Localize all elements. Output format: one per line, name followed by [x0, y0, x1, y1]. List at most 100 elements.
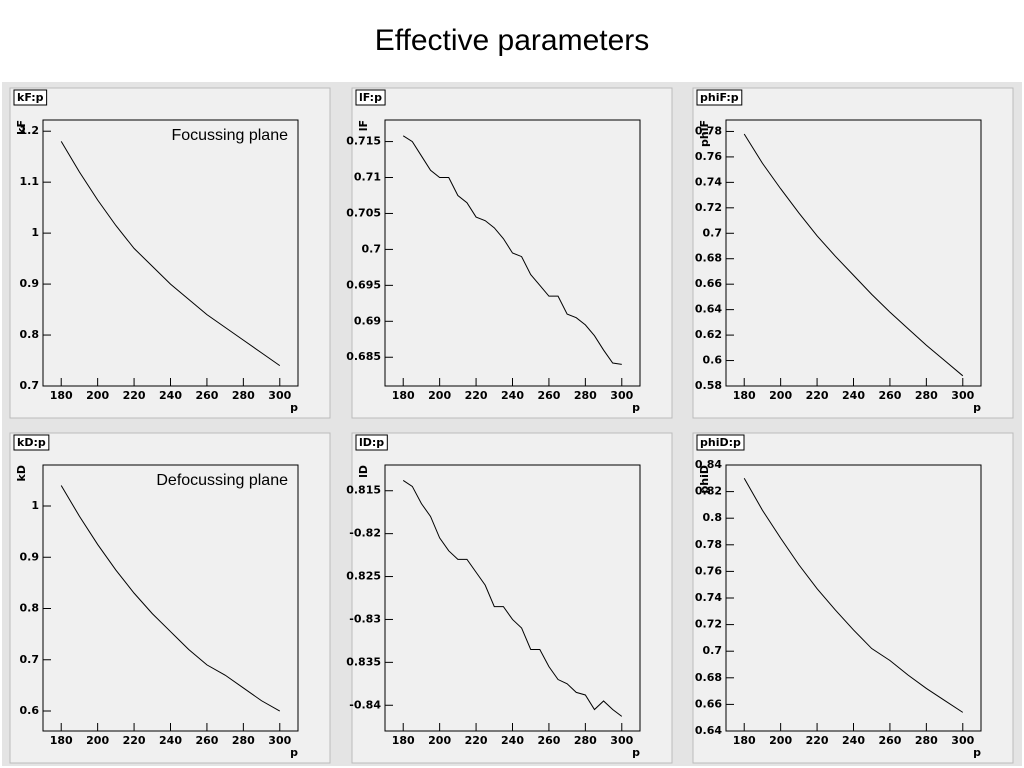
x-axis-label: p — [973, 401, 981, 414]
y-tick-label: -0.83 — [349, 612, 381, 625]
data-line — [402, 135, 622, 365]
y-tick-label: 0.78 — [695, 124, 722, 137]
x-axis-label: p — [632, 401, 640, 414]
y-tick-label: 1.1 — [20, 175, 40, 188]
x-tick-label: 180 — [50, 389, 73, 402]
x-axis-label: p — [973, 746, 981, 759]
x-tick-label: 240 — [159, 389, 182, 402]
x-tick-label: 300 — [951, 734, 974, 747]
x-axis-label: p — [632, 746, 640, 759]
y-tick-label: 0.6 — [703, 354, 723, 367]
y-tick-label: 0.715 — [346, 135, 381, 148]
panel-title-box — [13, 89, 48, 106]
x-tick-label: 300 — [268, 389, 291, 402]
x-tick-label: 280 — [232, 389, 255, 402]
x-tick-label: 220 — [806, 734, 829, 747]
x-tick-label: 260 — [878, 734, 901, 747]
x-tick-label: 240 — [501, 389, 524, 402]
y-tick-label: 0.815 — [346, 484, 381, 497]
x-tick-label: 200 — [769, 734, 792, 747]
x-tick-label: 200 — [86, 389, 109, 402]
y-tick-label: 0.69 — [354, 314, 381, 327]
y-tick-label: 0.7 — [362, 242, 382, 255]
x-tick-label: 300 — [610, 734, 633, 747]
y-tick-label: 0.64 — [695, 303, 722, 316]
chart-panel: kD:p 180 200 220 240 260 280 300 0.6 0.7 0.8 0.9 1 p k… — [9, 432, 331, 764]
y-tick-label: 0.58 — [695, 379, 722, 392]
y-tick-label: 0.695 — [346, 278, 381, 291]
chart-panel: phiF:p 180 200 220 240 260 280 300 0.58 0.6 0.62 0.… — [692, 87, 1014, 419]
panel-title: lF:p — [359, 91, 382, 104]
x-tick-label: 200 — [769, 389, 792, 402]
data-line — [743, 133, 964, 377]
plot-area — [42, 464, 299, 732]
y-tick-label: 0.68 — [695, 671, 722, 684]
y-axis-label: kD — [15, 465, 28, 481]
panel-title: lD:p — [359, 436, 384, 449]
y-tick-label: 0.84 — [695, 458, 722, 471]
y-tick-label: 0.78 — [695, 538, 722, 551]
plot-area — [42, 119, 299, 387]
y-tick-label: 0.8 — [703, 511, 723, 524]
y-tick-label: 0.72 — [695, 201, 722, 214]
y-tick-label: -0.84 — [349, 698, 381, 711]
y-axis-label: lD — [357, 465, 370, 478]
x-tick-label: 240 — [159, 734, 182, 747]
y-tick-label: 1 — [31, 226, 39, 239]
x-tick-label: 260 — [537, 734, 560, 747]
x-tick-label: 260 — [878, 389, 901, 402]
y-tick-label: 0.68 — [695, 252, 722, 265]
data-line — [402, 480, 623, 717]
y-tick-label: 0.66 — [695, 697, 722, 710]
y-tick-label: 0.74 — [695, 591, 722, 604]
y-tick-label: 0.8 — [20, 328, 40, 341]
x-tick-label: 180 — [392, 734, 415, 747]
panel-title-box — [355, 434, 388, 451]
x-tick-label: 200 — [428, 734, 451, 747]
y-tick-label: 0.64 — [695, 724, 722, 737]
x-tick-label: 180 — [733, 734, 756, 747]
y-tick-label: 0.72 — [695, 618, 722, 631]
panel-title-box — [13, 434, 50, 451]
panel-title: kF:p — [17, 91, 44, 104]
chart-panel: phiD:p 180 200 220 240 260 280 300 0.64 0.66 0.68 0… — [692, 432, 1014, 764]
y-axis-label: lF — [357, 120, 370, 131]
x-tick-label: 220 — [465, 734, 488, 747]
y-tick-label: 1 — [31, 499, 39, 512]
y-tick-label: 0.6 — [20, 704, 40, 717]
x-tick-label: 180 — [392, 389, 415, 402]
panel-title: phiF:p — [700, 91, 739, 104]
y-tick-label: 0.76 — [695, 564, 722, 577]
x-tick-label: 280 — [915, 734, 938, 747]
slide-title: Effective parameters — [375, 24, 650, 57]
data-line — [743, 478, 964, 713]
y-tick-label: 0.76 — [695, 150, 722, 163]
y-tick-label: 0.71 — [354, 171, 381, 184]
x-tick-label: 260 — [195, 734, 218, 747]
plane-annotation: Defocussing plane — [156, 472, 288, 489]
panel-title-box — [355, 89, 386, 106]
y-tick-label: 0.9 — [20, 550, 40, 563]
chart-panel: lD:p 180 200 220 240 260 280 300 0.815 -0.82 0.825… — [346, 432, 673, 764]
plane-annotation: Focussing plane — [171, 127, 288, 144]
data-line — [60, 485, 281, 712]
x-tick-label: 240 — [842, 734, 865, 747]
x-tick-label: 220 — [806, 389, 829, 402]
y-axis-label: kF — [15, 120, 28, 135]
y-tick-label: 0.8 — [20, 602, 40, 615]
x-tick-label: 280 — [574, 389, 597, 402]
x-tick-label: 300 — [951, 389, 974, 402]
y-tick-label: -0.82 — [349, 527, 381, 540]
x-tick-label: 220 — [123, 389, 146, 402]
y-tick-label: 0.705 — [346, 206, 381, 219]
x-tick-label: 260 — [537, 389, 560, 402]
x-axis-label: p — [290, 401, 298, 414]
x-tick-label: 280 — [232, 734, 255, 747]
chart-panel: kF:p 180 200 220 240 260 280 300 0.7 0.8 0.9 1 1.1 1.… — [9, 87, 331, 419]
y-axis-label: phiF — [698, 120, 711, 147]
x-tick-label: 280 — [574, 734, 597, 747]
x-tick-label: 200 — [86, 734, 109, 747]
chart-panel: lF:p 180 200 220 240 260 280 300 0.685 0.69 0.695 0… — [346, 87, 673, 419]
y-tick-label: 0.7 — [703, 226, 723, 239]
